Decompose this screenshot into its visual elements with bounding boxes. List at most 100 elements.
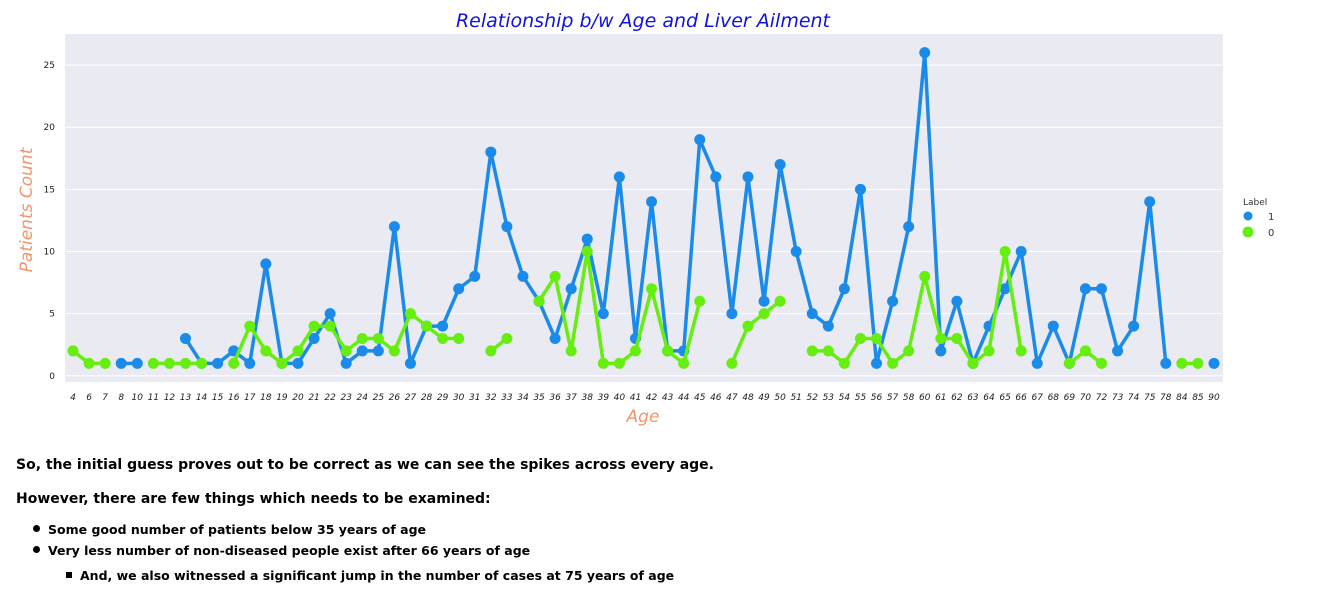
sub-bullet-item: And, we also witnessed a significant jum… bbox=[66, 565, 674, 586]
y-tick-labels: 0 5 10 15 20 25 bbox=[44, 61, 56, 382]
legend-marker-1 bbox=[1243, 211, 1253, 221]
x-tick-label: 65 bbox=[999, 393, 1011, 403]
x-tick-label: 51 bbox=[790, 393, 801, 403]
x-tick-label: 75 bbox=[1144, 393, 1156, 403]
data-point bbox=[838, 283, 850, 295]
data-point bbox=[147, 357, 159, 369]
data-point bbox=[292, 357, 304, 369]
data-point bbox=[629, 345, 641, 357]
data-point bbox=[822, 320, 834, 332]
x-tick-label: 73 bbox=[1112, 393, 1124, 403]
data-point bbox=[871, 357, 883, 369]
x-tick-label: 50 bbox=[774, 393, 786, 403]
data-point bbox=[871, 333, 883, 344]
x-tick-label: 68 bbox=[1048, 393, 1060, 403]
data-point bbox=[372, 345, 384, 357]
data-point bbox=[951, 295, 963, 307]
data-point bbox=[372, 333, 384, 344]
data-point bbox=[565, 345, 577, 357]
data-point bbox=[485, 345, 497, 357]
data-point bbox=[1096, 283, 1108, 295]
data-point bbox=[742, 171, 754, 183]
data-point bbox=[726, 308, 738, 320]
x-tick-label: 17 bbox=[244, 393, 256, 403]
data-point bbox=[581, 246, 593, 257]
data-point bbox=[967, 357, 979, 369]
data-point bbox=[340, 345, 352, 357]
x-tick-label: 84 bbox=[1176, 393, 1188, 403]
data-point bbox=[790, 246, 802, 257]
data-point bbox=[356, 333, 368, 344]
x-tick-label: 58 bbox=[903, 393, 915, 403]
x-tick-label: 43 bbox=[662, 393, 674, 403]
x-tick-label: 30 bbox=[453, 393, 465, 403]
data-point bbox=[1079, 345, 1091, 357]
data-point bbox=[453, 283, 465, 295]
data-point bbox=[838, 357, 850, 369]
x-tick-label: 7 bbox=[102, 393, 108, 403]
bullet-item: Some good number of patients below 35 ye… bbox=[30, 519, 530, 540]
y-tick-label: 0 bbox=[49, 372, 55, 382]
data-point bbox=[854, 333, 866, 344]
data-point bbox=[83, 357, 95, 369]
data-point bbox=[308, 333, 320, 344]
x-tick-label: 10 bbox=[132, 393, 144, 403]
x-tick-label: 57 bbox=[887, 393, 899, 403]
data-point bbox=[565, 283, 577, 295]
data-point bbox=[1160, 357, 1172, 369]
data-point bbox=[694, 295, 706, 307]
data-point bbox=[935, 345, 947, 357]
data-point bbox=[437, 333, 449, 344]
data-point bbox=[983, 345, 995, 357]
data-point bbox=[1208, 357, 1220, 369]
data-point bbox=[549, 270, 561, 282]
x-tick-label: 29 bbox=[437, 393, 449, 403]
x-tick-label: 12 bbox=[164, 393, 176, 403]
data-point bbox=[1015, 246, 1027, 257]
x-tick-label: 64 bbox=[983, 393, 995, 403]
data-point bbox=[501, 333, 513, 344]
x-tick-label: 18 bbox=[260, 393, 272, 403]
data-point bbox=[1015, 345, 1027, 357]
x-tick-label: 34 bbox=[517, 393, 529, 403]
x-tick-label: 90 bbox=[1208, 393, 1220, 403]
x-tick-label: 14 bbox=[196, 393, 208, 403]
x-tick-label: 35 bbox=[533, 393, 545, 403]
x-tick-label: 15 bbox=[212, 393, 224, 403]
x-tick-label: 8 bbox=[118, 393, 124, 403]
data-point bbox=[533, 295, 545, 307]
note-line-1: So, the initial guess proves out to be c… bbox=[16, 457, 714, 473]
data-point bbox=[999, 283, 1011, 295]
data-point bbox=[131, 357, 143, 369]
data-point bbox=[404, 308, 416, 320]
x-tick-label: 21 bbox=[308, 393, 319, 403]
x-tick-labels: 4 6 7 8 10 11 12 13 14 15 16 17 18 19 20 21 22 23 24 25 26 27… bbox=[70, 393, 1220, 403]
data-point bbox=[581, 233, 593, 245]
data-point bbox=[244, 320, 256, 332]
x-tick-label: 54 bbox=[839, 393, 851, 403]
data-point bbox=[1144, 196, 1156, 208]
x-tick-label: 78 bbox=[1160, 393, 1172, 403]
x-tick-label: 61 bbox=[935, 393, 946, 403]
data-point bbox=[469, 270, 481, 282]
data-point bbox=[212, 357, 224, 369]
series-1 bbox=[115, 47, 1220, 369]
data-point bbox=[903, 345, 915, 357]
legend: Label 1 0 bbox=[1242, 198, 1274, 239]
data-point bbox=[935, 333, 947, 344]
x-tick-label: 53 bbox=[823, 393, 835, 403]
data-point bbox=[308, 320, 320, 332]
x-tick-label: 38 bbox=[582, 393, 594, 403]
y-axis-label: Patients Count bbox=[17, 146, 37, 272]
data-point bbox=[999, 246, 1011, 257]
data-point bbox=[228, 357, 240, 369]
data-point bbox=[646, 283, 658, 295]
data-point bbox=[854, 183, 866, 195]
x-tick-label: 36 bbox=[549, 393, 561, 403]
data-point bbox=[742, 320, 754, 332]
data-point bbox=[887, 295, 899, 307]
x-tick-label: 56 bbox=[871, 393, 883, 403]
legend-label-1: 1 bbox=[1268, 212, 1274, 223]
data-point bbox=[1176, 357, 1188, 369]
chart-title: Relationship b/w Age and Liver Ailment bbox=[456, 10, 832, 32]
